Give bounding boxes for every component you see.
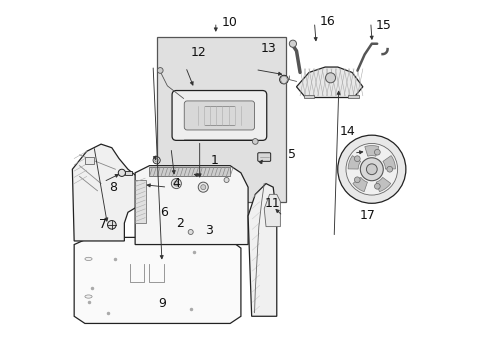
Circle shape	[107, 221, 116, 229]
Polygon shape	[74, 237, 241, 323]
Text: 9: 9	[158, 297, 166, 310]
Circle shape	[360, 158, 383, 181]
Text: 10: 10	[221, 16, 237, 29]
Circle shape	[201, 185, 205, 190]
Circle shape	[157, 68, 163, 73]
Text: 3: 3	[204, 224, 212, 237]
Circle shape	[279, 75, 287, 84]
Text: 15: 15	[375, 19, 390, 32]
Bar	[125, 171, 132, 175]
Text: 12: 12	[190, 46, 206, 59]
Bar	[135, 180, 145, 223]
Circle shape	[374, 184, 380, 189]
Polygon shape	[382, 156, 395, 169]
Text: 8: 8	[109, 181, 117, 194]
Polygon shape	[135, 166, 247, 244]
Text: 14: 14	[339, 125, 355, 138]
Text: 13: 13	[260, 41, 276, 54]
Bar	[85, 157, 94, 164]
Circle shape	[346, 143, 397, 195]
Text: 1: 1	[210, 154, 218, 167]
Text: 7: 7	[99, 218, 107, 231]
Polygon shape	[347, 156, 360, 169]
Circle shape	[374, 149, 380, 155]
Circle shape	[337, 135, 405, 203]
Polygon shape	[264, 194, 280, 226]
Circle shape	[354, 177, 360, 183]
Text: 6: 6	[160, 206, 168, 219]
Circle shape	[386, 166, 392, 172]
Circle shape	[171, 179, 181, 189]
Circle shape	[188, 229, 193, 234]
Circle shape	[153, 157, 160, 164]
FancyBboxPatch shape	[172, 90, 266, 140]
Circle shape	[174, 181, 179, 186]
Polygon shape	[247, 184, 276, 316]
Bar	[156, 37, 285, 202]
Polygon shape	[352, 177, 366, 192]
Text: 16: 16	[319, 15, 335, 28]
Text: 17: 17	[359, 210, 374, 222]
Polygon shape	[72, 144, 145, 241]
Circle shape	[325, 73, 335, 83]
Circle shape	[289, 40, 296, 47]
Circle shape	[366, 164, 376, 175]
Circle shape	[252, 139, 258, 144]
Text: 11: 11	[264, 197, 280, 210]
Ellipse shape	[85, 295, 92, 298]
Circle shape	[118, 169, 125, 176]
Bar	[303, 95, 314, 98]
Ellipse shape	[85, 257, 92, 261]
Circle shape	[198, 182, 208, 192]
Polygon shape	[296, 67, 362, 98]
FancyBboxPatch shape	[257, 153, 270, 161]
Circle shape	[224, 177, 228, 183]
Polygon shape	[375, 177, 390, 192]
Bar	[149, 167, 230, 176]
Bar	[348, 95, 359, 98]
Circle shape	[155, 158, 158, 162]
Circle shape	[354, 156, 360, 162]
Text: 2: 2	[176, 216, 184, 230]
Polygon shape	[364, 145, 378, 156]
FancyBboxPatch shape	[184, 101, 254, 130]
Text: 4: 4	[172, 177, 180, 190]
Text: 5: 5	[287, 148, 295, 161]
